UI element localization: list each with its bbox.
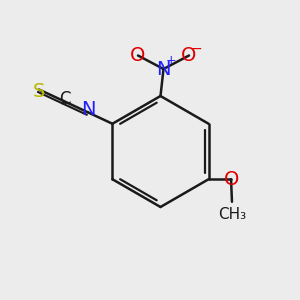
- Text: +: +: [166, 54, 176, 67]
- Text: N: N: [81, 100, 95, 119]
- Text: O: O: [224, 170, 239, 189]
- Text: CH₃: CH₃: [218, 207, 246, 222]
- Text: S: S: [33, 82, 45, 101]
- Text: N: N: [156, 59, 171, 79]
- Text: C: C: [59, 90, 70, 108]
- Text: O: O: [181, 46, 197, 65]
- Text: −: −: [191, 42, 202, 56]
- Text: O: O: [130, 46, 146, 65]
